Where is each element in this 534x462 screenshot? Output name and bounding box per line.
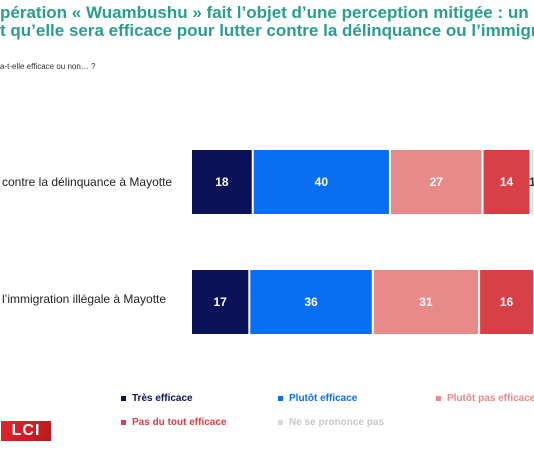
bar-segment-2-3 xyxy=(373,270,479,334)
bar-segment-1-2 xyxy=(253,150,389,214)
bar-value-label-2-3: 31 xyxy=(419,295,433,309)
legend-item-ne-se-prononce-pas: Ne se prononce pas xyxy=(278,417,384,428)
category-label-delinquance: contre la délinquance à Mayotte xyxy=(2,175,173,189)
legend-label-pas-du-tout-efficace: Pas du tout efficace xyxy=(132,417,227,428)
bar-segment-2-4 xyxy=(480,270,533,334)
bar-value-label-2-1: 17 xyxy=(213,295,227,309)
survey-question: a-t-elle efficace ou non… ? xyxy=(0,62,96,71)
bar-segment-2-2 xyxy=(250,270,372,334)
chart-title-line-2: t qu’elle sera efficace pour lutter cont… xyxy=(0,21,534,40)
bar-segment-1-1 xyxy=(192,150,252,214)
legend-swatch-ne-se-prononce-pas xyxy=(278,419,283,425)
legend-swatch-plutot-pas-efficace xyxy=(436,395,441,401)
legend-item-tres-efficace: Très efficace xyxy=(121,393,193,404)
bar-value-label-1-3: 27 xyxy=(430,175,444,189)
bar-segment-2-1 xyxy=(192,270,249,334)
legend-item-plutot-efficace: Plutôt efficace xyxy=(278,393,357,404)
bar-value-label-2-4: 16 xyxy=(500,295,514,309)
bar-value-label-1-2: 40 xyxy=(315,175,329,189)
chart-title-line-1: pération « Wuambushu » fait l’objet d’un… xyxy=(0,4,534,22)
bar-value-label-1-1: 18 xyxy=(215,175,229,189)
chart-title: pération « Wuambushu » fait l’objet d’un… xyxy=(0,4,534,40)
bar-value-label-1-4: 14 xyxy=(500,175,514,189)
category-label-immigration: l’immigration illégale à Mayotte xyxy=(2,292,167,306)
legend-swatch-pas-du-tout-efficace xyxy=(121,419,126,425)
legend-label-plutot-efficace: Plutôt efficace xyxy=(289,393,358,404)
bar-segment-1-4 xyxy=(483,150,530,214)
legend-swatch-plutot-efficace xyxy=(278,395,283,401)
legend-label-ne-se-prononce-pas: Ne se prononce pas xyxy=(289,417,385,428)
legend-label-plutot-pas-efficace: Plutôt pas efficace xyxy=(447,393,534,404)
bar-segment-1-3 xyxy=(390,150,482,214)
lci-logo: LCI xyxy=(1,421,51,441)
legend-item-pas-du-tout-efficace: Pas du tout efficace xyxy=(121,417,226,428)
bar-value-label-1-5: 1 xyxy=(529,175,534,189)
bar-segment-1-5 xyxy=(531,150,533,214)
legend-item-plutot-pas-efficace: Plutôt pas efficace xyxy=(436,393,534,404)
legend-label-tres-efficace: Très efficace xyxy=(132,393,193,404)
legend-swatch-tres-efficace xyxy=(121,395,126,401)
bar-value-label-2-2: 36 xyxy=(304,295,318,309)
